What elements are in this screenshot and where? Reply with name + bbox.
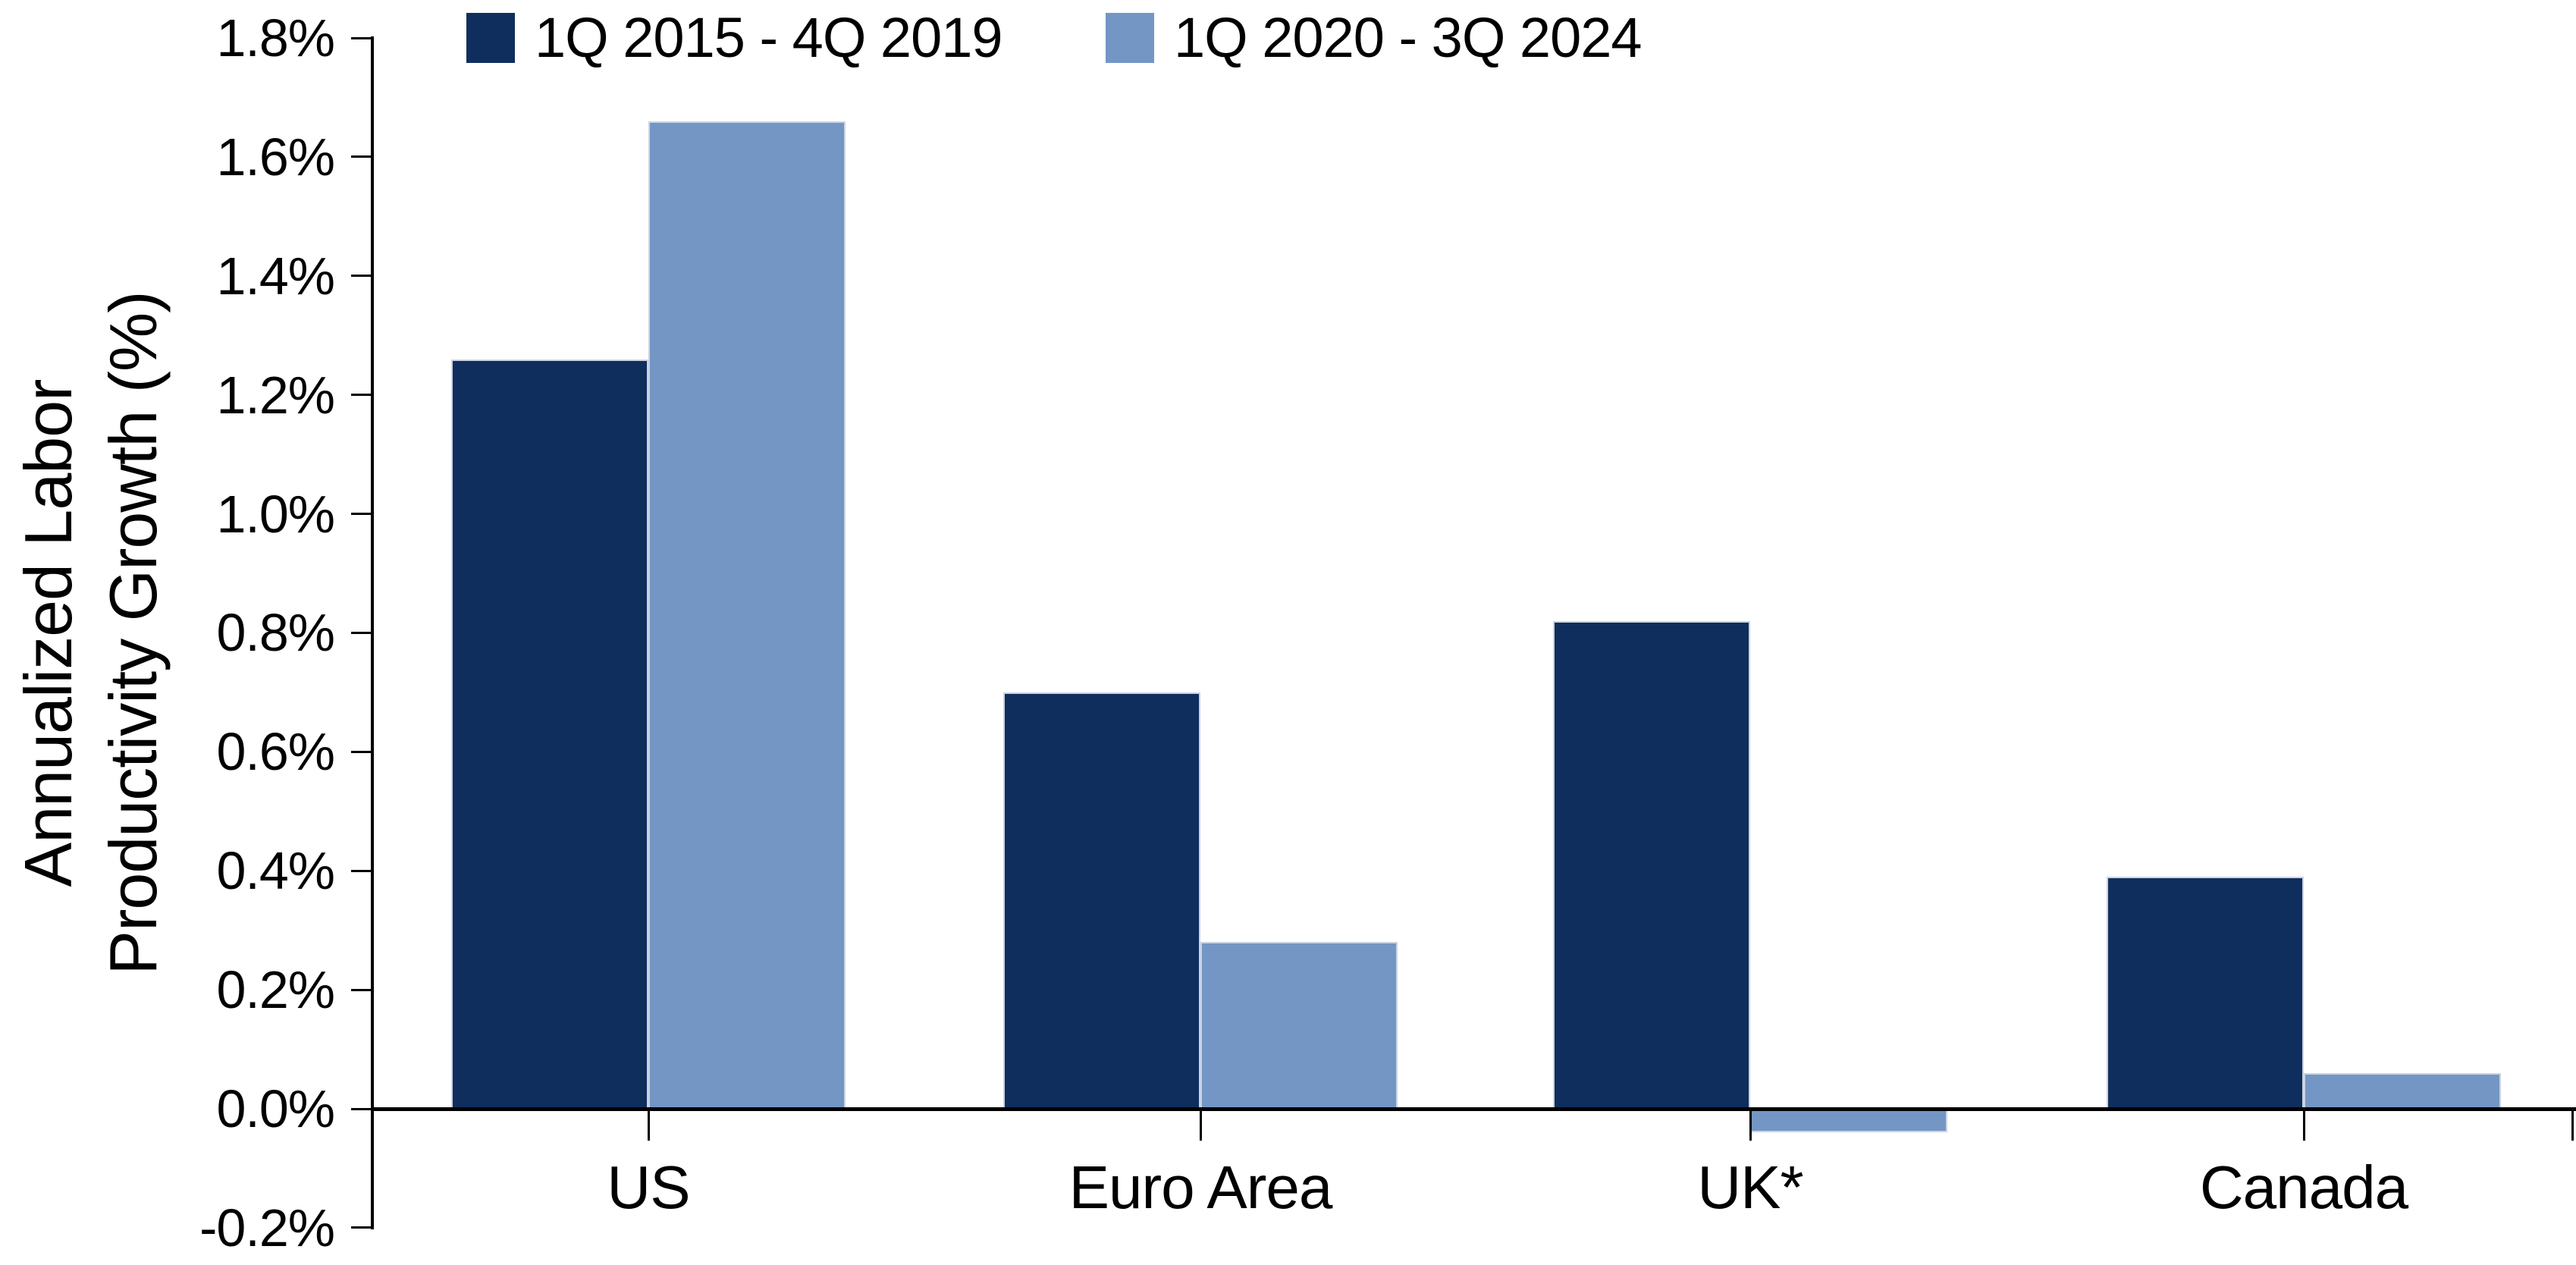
x-tick [647, 1109, 650, 1141]
bar-uk-series-2 [1750, 1109, 1947, 1133]
legend-swatch-light-blue [1106, 13, 1154, 63]
bar-euroarea-series-1 [1003, 692, 1200, 1109]
y-tick-label: 1.0% [216, 484, 335, 544]
y-axis-line [371, 36, 374, 1229]
y-tick-label: -0.2% [199, 1198, 335, 1257]
x-axis-end-tick [2571, 1109, 2574, 1141]
x-tick [1199, 1109, 1202, 1141]
y-tick [351, 275, 371, 278]
x-axis-line [371, 1107, 2576, 1111]
legend-item-period-1: 1Q 2015 - 4Q 2019 [466, 6, 1003, 69]
y-tick-label: 0.2% [216, 960, 335, 1020]
x-category-label: US [607, 1154, 690, 1221]
legend-swatch-dark-blue [466, 13, 515, 63]
y-tick-label: 0.6% [216, 722, 335, 782]
bar-us-series-1 [451, 359, 648, 1109]
y-tick [351, 36, 371, 39]
y-tick-label: 0.4% [216, 841, 335, 901]
y-tick [351, 869, 371, 872]
y-tick [351, 750, 371, 753]
y-axis-title-line-1: Annualized Labor [11, 379, 86, 887]
y-tick-label: 0.8% [216, 603, 335, 663]
y-tick-label: 1.8% [216, 8, 335, 67]
y-tick-label: 0.0% [216, 1079, 335, 1138]
y-tick [351, 988, 371, 991]
x-tick [1749, 1109, 1752, 1141]
y-tick [351, 394, 371, 397]
x-category-label: UK* [1697, 1154, 1803, 1221]
y-tick [351, 1107, 371, 1110]
x-tick [2302, 1109, 2305, 1141]
y-tick [351, 155, 371, 159]
bar-canada-series-1 [2107, 877, 2304, 1109]
legend-label-period-2: 1Q 2020 - 3Q 2024 [1174, 6, 1643, 69]
bar-us-series-2 [648, 121, 846, 1109]
legend-item-period-2: 1Q 2020 - 3Q 2024 [1106, 6, 1643, 69]
y-tick-label: 1.4% [216, 246, 335, 306]
y-tick-label: 1.6% [216, 127, 335, 187]
y-tick [351, 1226, 371, 1229]
x-category-label: Canada [2199, 1154, 2408, 1221]
bar-canada-series-2 [2304, 1072, 2501, 1109]
y-tick [351, 513, 371, 516]
legend-label-period-1: 1Q 2015 - 4Q 2019 [535, 6, 1003, 69]
bar-euroarea-series-2 [1200, 942, 1398, 1109]
y-tick [351, 631, 371, 634]
x-category-label: Euro Area [1068, 1154, 1333, 1221]
y-tick-label: 1.2% [216, 365, 335, 425]
bar-uk-series-1 [1553, 620, 1750, 1109]
